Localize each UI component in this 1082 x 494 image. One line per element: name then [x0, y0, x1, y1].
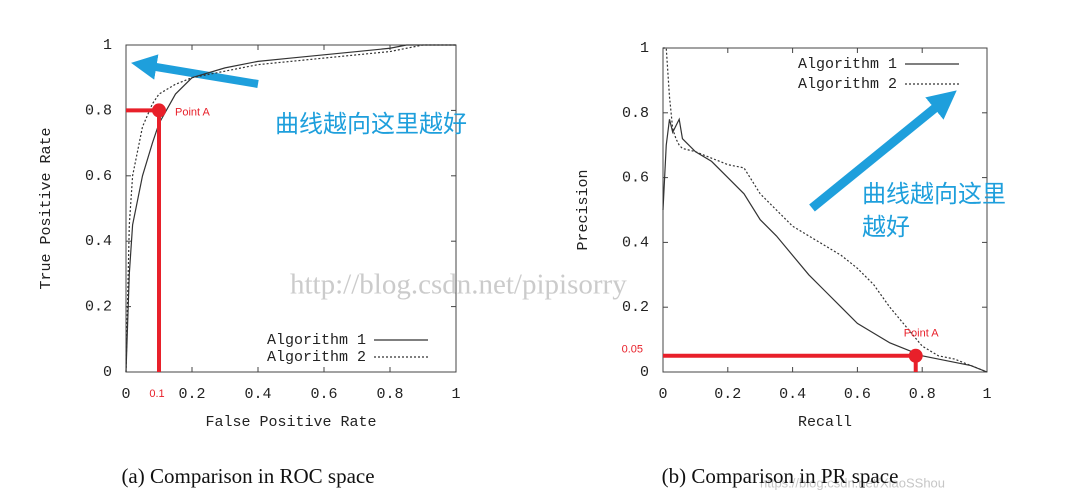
y-tick-label: 0.6	[85, 168, 112, 185]
point-label: Point A	[904, 328, 940, 340]
point-label: Point A	[175, 106, 211, 118]
y-axis-label: Precision	[575, 169, 592, 250]
y-tick-label: 0	[103, 364, 112, 381]
x-tick-label: 0	[121, 386, 130, 403]
y-tick-label: 0.6	[622, 170, 649, 187]
y-tick-label: 0.8	[85, 102, 112, 119]
x-tick-label: 0.4	[244, 386, 271, 403]
series-line	[125, 44, 456, 373]
caption: (b) Comparison in PR space	[662, 464, 899, 488]
annotation: 曲线越向这里	[862, 180, 1006, 208]
x-tick-label: 0.2	[714, 386, 741, 403]
arrow	[809, 90, 957, 212]
annotation: 越好	[862, 213, 910, 241]
x-tick-label: 0.2	[178, 386, 205, 403]
x-tick-label: 0.6	[844, 386, 871, 403]
series-line	[125, 44, 456, 373]
legend-label: Algorithm 1	[798, 56, 897, 73]
x-axis-label: Recall	[798, 414, 852, 431]
y-axis-label: True Positive Rate	[38, 127, 55, 289]
point-value: 0.05	[622, 344, 643, 356]
x-tick-label: 0.6	[310, 386, 337, 403]
y-tick-label: 1	[640, 40, 649, 57]
x-tick-label: 0.8	[909, 386, 936, 403]
point-marker	[908, 348, 923, 363]
point-marker	[152, 103, 166, 118]
y-tick-label: 0	[640, 364, 649, 381]
y-tick-label: 0.2	[85, 299, 112, 316]
y-tick-label: 0.2	[622, 299, 649, 316]
x-axis-label: False Positive Rate	[205, 414, 376, 431]
legend-label: Algorithm 2	[267, 349, 366, 366]
y-tick-label: 0.4	[85, 233, 112, 250]
series-line	[663, 47, 988, 373]
y-tick-label: 0.4	[622, 234, 649, 251]
watermark: http://blog.csdn.net/pipisorry	[290, 269, 627, 301]
point-value: 0.1	[149, 388, 164, 400]
legend-label: Algorithm 2	[798, 76, 897, 93]
annotation: 曲线越向这里越好	[275, 110, 467, 138]
x-tick-label: 0.8	[376, 386, 403, 403]
x-tick-label: 0.4	[779, 386, 806, 403]
plot-frame	[125, 44, 457, 373]
caption: (a) Comparison in ROC space	[121, 464, 374, 488]
watermark: https://blog.csdn.net/XiaoSShou	[760, 475, 945, 490]
y-tick-label: 1	[103, 37, 112, 54]
x-tick-label: 0	[658, 386, 667, 403]
x-tick-label: 1	[451, 386, 460, 403]
plot-frame	[662, 47, 988, 373]
x-tick-label: 1	[982, 386, 991, 403]
y-tick-label: 0.8	[622, 105, 649, 122]
legend-label: Algorithm 1	[267, 332, 366, 349]
